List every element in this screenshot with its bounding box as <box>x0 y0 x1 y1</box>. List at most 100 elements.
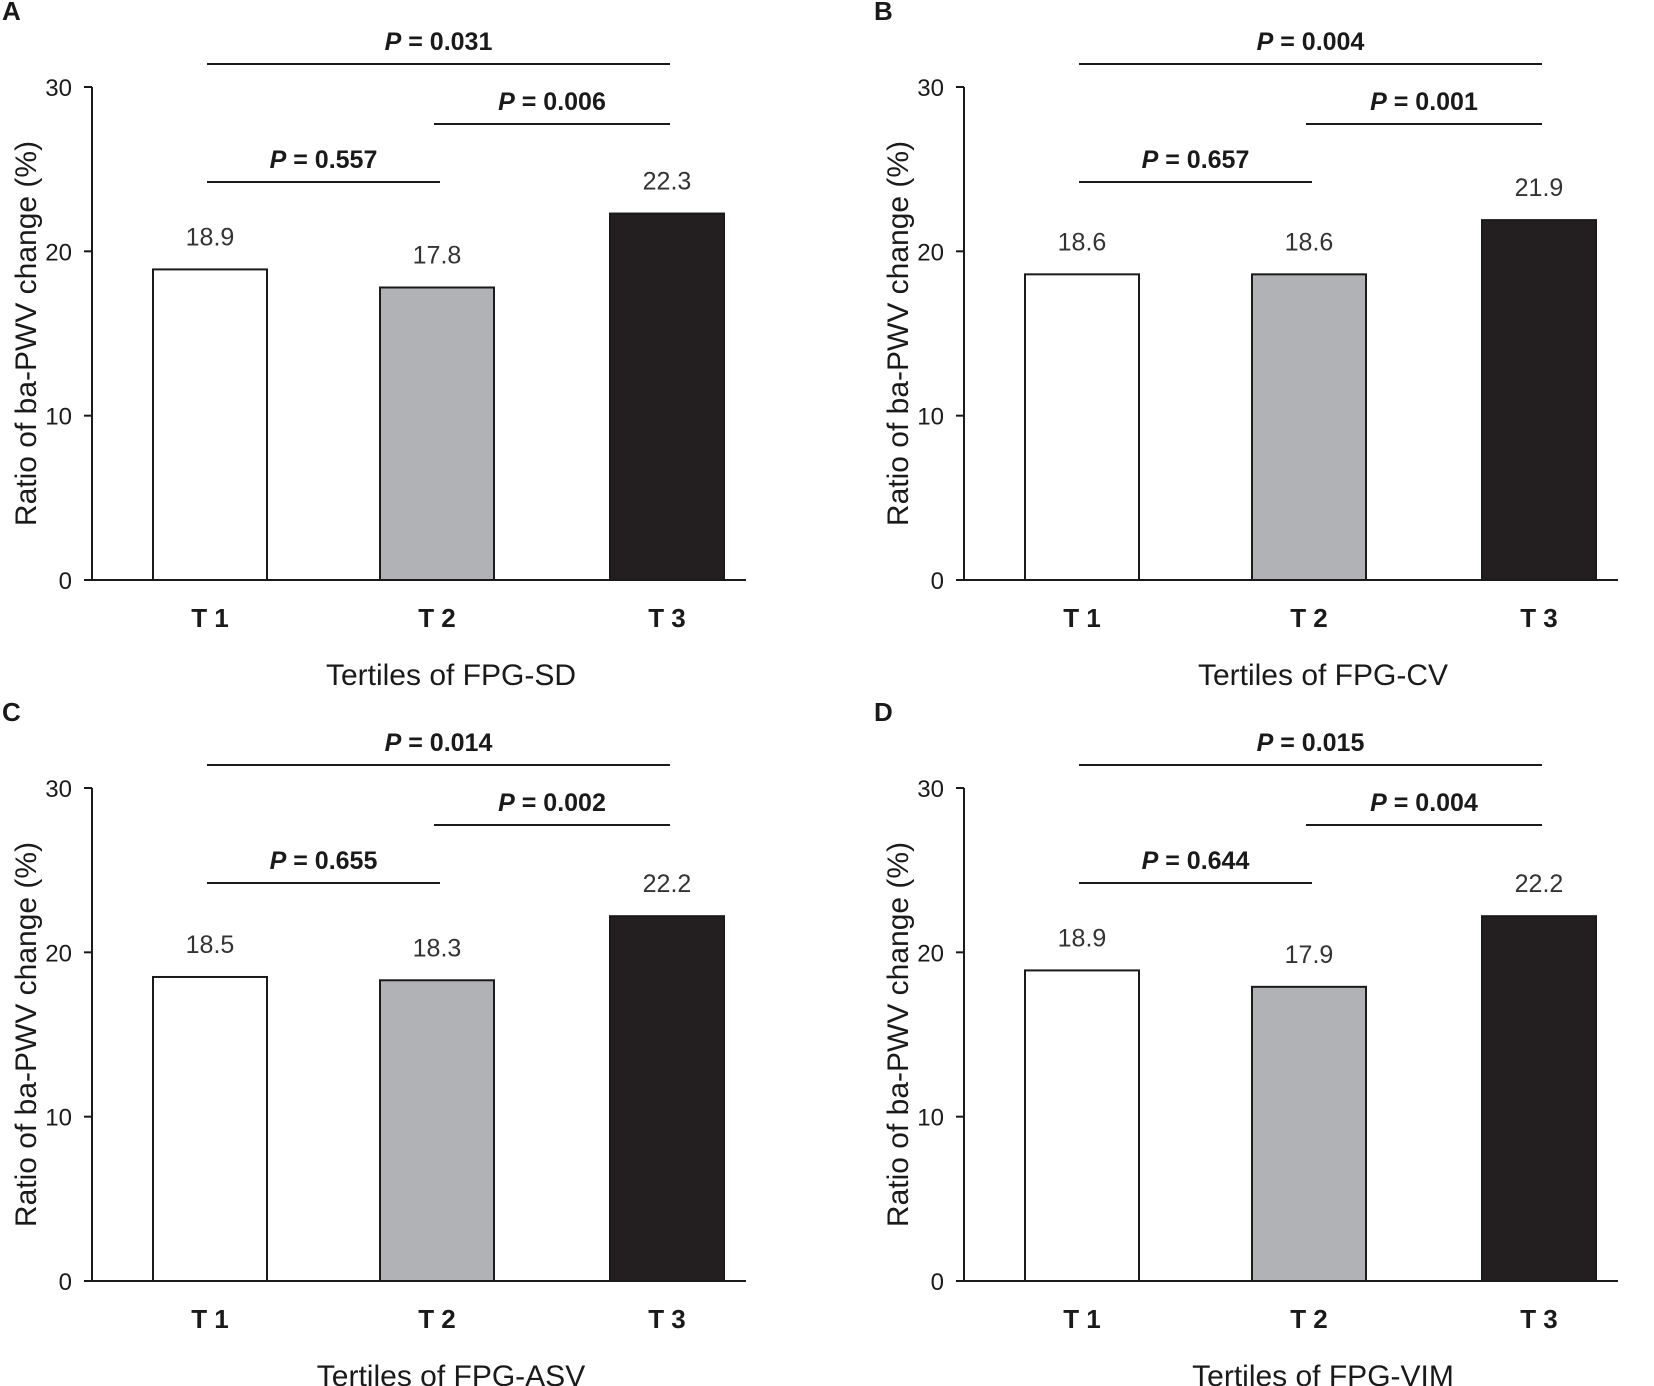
y-tick-label: 30 <box>45 75 72 102</box>
bar-t1 <box>1024 969 1140 1282</box>
p-value-text: = 0.006 <box>515 88 606 116</box>
p-value-text: = 0.644 <box>1158 847 1249 875</box>
y-tick-label: 10 <box>917 1105 944 1132</box>
p-value-symbol: P <box>1257 28 1274 56</box>
p-value-text: = 0.657 <box>1158 146 1249 174</box>
p-value-label: P = 0.015 <box>1257 729 1365 757</box>
bar-value-label: 18.6 <box>1285 228 1334 256</box>
p-value-label: P = 0.004 <box>1370 789 1478 817</box>
p-value-symbol: P <box>270 146 287 174</box>
p-value-text: = 0.015 <box>1273 729 1364 757</box>
x-category-label: T 1 <box>191 603 229 633</box>
panel-letter: A <box>2 0 21 26</box>
x-category-label: T 1 <box>1063 603 1101 633</box>
bar-value-label: 17.8 <box>413 241 462 269</box>
x-axis-title: Tertiles of FPG-VIM <box>1192 1360 1454 1386</box>
x-category-label: T 3 <box>648 603 686 633</box>
bar-value-label: 21.9 <box>1515 174 1564 202</box>
p-value-text: = 0.031 <box>401 28 492 56</box>
y-tick-label: 20 <box>45 940 72 967</box>
p-value-text: = 0.557 <box>286 146 377 174</box>
p-value-text: = 0.002 <box>515 789 606 817</box>
y-tick-label: 30 <box>917 776 944 803</box>
y-tick-label: 30 <box>45 776 72 803</box>
y-tick-label: 20 <box>45 239 72 266</box>
x-category-label: T 1 <box>1063 1304 1101 1334</box>
p-value-symbol: P <box>1142 146 1159 174</box>
p-value-label: P = 0.557 <box>270 146 378 174</box>
bar-t2 <box>379 286 495 581</box>
p-value-label: P = 0.002 <box>498 789 606 817</box>
p-value-text: = 0.655 <box>286 847 377 875</box>
p-value-symbol: P <box>498 88 515 116</box>
y-tick-label: 10 <box>45 404 72 431</box>
x-axis-title: Tertiles of FPG-CV <box>1198 659 1448 692</box>
p-value-symbol: P <box>385 28 402 56</box>
bar-value-label: 17.9 <box>1285 941 1334 969</box>
p-value-label: P = 0.655 <box>270 847 378 875</box>
x-category-label: T 3 <box>1520 603 1558 633</box>
y-axis-title: Ratio of ba-PWV change (%) <box>882 141 915 526</box>
bar-value-label: 18.6 <box>1058 228 1107 256</box>
x-category-label: T 2 <box>418 603 456 633</box>
bar-t1 <box>152 975 268 1282</box>
y-axis-title: Ratio of ba-PWV change (%) <box>882 842 915 1227</box>
bar-t2 <box>379 979 495 1282</box>
p-value-text: = 0.004 <box>1273 28 1364 56</box>
p-value-label: P = 0.644 <box>1142 847 1250 875</box>
y-tick-label: 0 <box>931 1269 944 1296</box>
bar-value-label: 22.3 <box>643 168 692 196</box>
x-category-label: T 2 <box>418 1304 456 1334</box>
panel-letter: B <box>874 0 893 26</box>
bar-t2 <box>1251 273 1367 581</box>
x-category-label: T 3 <box>648 1304 686 1334</box>
panel-b: B 0 10 20 30 18.6 T 1 18.6 T 2 21.9 T 3 Tertiles of… <box>874 0 1618 692</box>
bar-value-label: 18.9 <box>1058 924 1107 952</box>
y-axis-title: Ratio of ba-PWV change (%) <box>10 141 43 526</box>
x-category-label: T 3 <box>1520 1304 1558 1334</box>
x-category-label: T 1 <box>191 1304 229 1334</box>
x-category-label: T 2 <box>1290 1304 1328 1334</box>
p-value-label: P = 0.031 <box>385 28 493 56</box>
p-value-symbol: P <box>385 729 402 757</box>
bar-t3 <box>609 212 725 582</box>
bar-value-label: 22.2 <box>643 870 692 898</box>
panel-c: C 0 10 20 30 18.5 T 1 18.3 T 2 22.2 T 3 Tertiles of… <box>2 697 746 1386</box>
p-value-symbol: P <box>1370 789 1387 817</box>
y-tick-label: 10 <box>45 1105 72 1132</box>
bar-value-label: 22.2 <box>1515 870 1564 898</box>
bar-value-label: 18.5 <box>186 931 235 959</box>
bar-t3 <box>1481 219 1597 582</box>
x-axis-title: Tertiles of FPG-SD <box>326 659 576 692</box>
panel-a: A 0 10 20 30 18.9 T 1 17.8 T 2 22.3 T 3 Tertiles of… <box>2 0 746 692</box>
panel-letter: D <box>874 697 893 727</box>
bar-t3 <box>1481 915 1597 1282</box>
p-value-text: = 0.014 <box>401 729 492 757</box>
bar-value-label: 18.3 <box>413 934 462 962</box>
bar-t2 <box>1251 985 1367 1282</box>
y-axis-title: Ratio of ba-PWV change (%) <box>10 842 43 1227</box>
bar-t1 <box>1024 273 1140 581</box>
p-value-text: = 0.004 <box>1387 789 1478 817</box>
p-value-symbol: P <box>1370 88 1387 116</box>
panel-letter: C <box>2 697 21 727</box>
p-value-symbol: P <box>1142 847 1159 875</box>
y-tick-label: 0 <box>59 568 72 595</box>
p-value-label: P = 0.657 <box>1142 146 1250 174</box>
bar-t3 <box>609 915 725 1282</box>
p-value-symbol: P <box>498 789 515 817</box>
p-value-label: P = 0.001 <box>1370 88 1478 116</box>
y-tick-label: 20 <box>917 239 944 266</box>
p-value-label: P = 0.014 <box>385 729 493 757</box>
panel-d: D 0 10 20 30 18.9 T 1 17.9 T 2 22.2 T 3 Tertiles of… <box>874 697 1618 1386</box>
p-value-text: = 0.001 <box>1387 88 1478 116</box>
y-tick-label: 10 <box>917 404 944 431</box>
y-tick-label: 0 <box>931 568 944 595</box>
x-axis-title: Tertiles of FPG-ASV <box>317 1360 585 1386</box>
y-tick-label: 20 <box>917 940 944 967</box>
y-tick-label: 0 <box>59 1269 72 1296</box>
p-value-label: P = 0.004 <box>1257 28 1365 56</box>
p-value-symbol: P <box>1257 729 1274 757</box>
p-value-label: P = 0.006 <box>498 88 606 116</box>
